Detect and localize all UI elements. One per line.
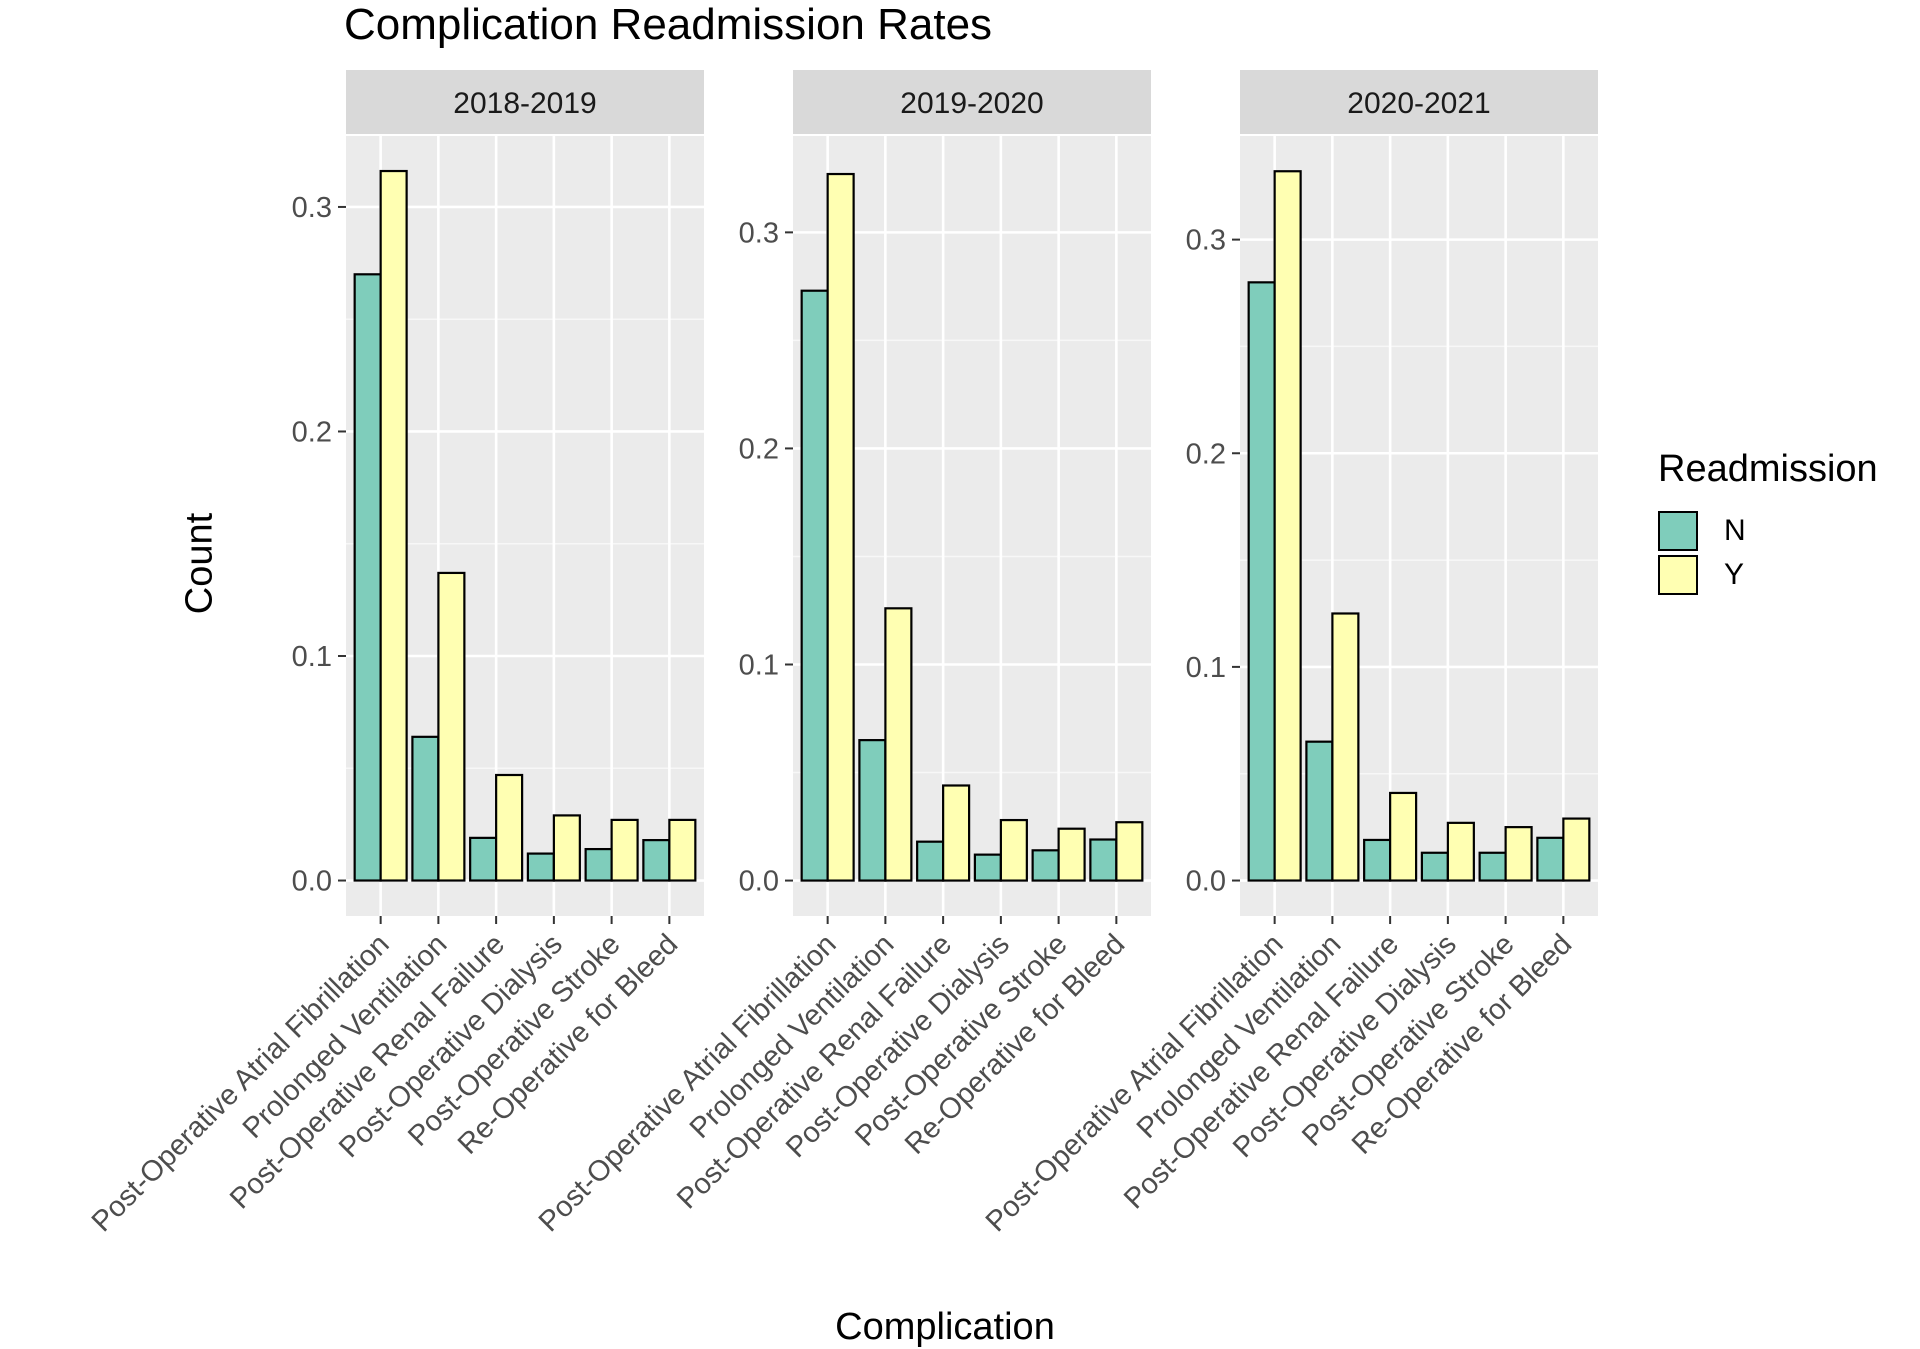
y-tick-label: 0.3 xyxy=(1186,225,1226,257)
bar-n xyxy=(1478,851,1507,882)
facet-strip-label: 2019-2020 xyxy=(900,87,1043,120)
facet-strip xyxy=(346,70,704,134)
y-tick-label: 0.0 xyxy=(1186,866,1226,898)
legend-label-n: N xyxy=(1724,514,1746,547)
bar-n xyxy=(1363,838,1392,882)
legend-key-y xyxy=(1658,555,1698,595)
bar-n xyxy=(1420,851,1449,882)
y-tick-label: 0.2 xyxy=(739,433,779,465)
bar-n xyxy=(1031,849,1060,882)
legend-key-n xyxy=(1658,511,1698,551)
bar-y xyxy=(668,818,697,882)
bar-y xyxy=(826,172,855,882)
bar-y xyxy=(610,818,639,882)
y-tick-label: 0.0 xyxy=(292,866,332,898)
bar-y xyxy=(552,814,581,882)
bar-n xyxy=(642,839,671,882)
bar-y xyxy=(1446,821,1475,882)
facet-strip xyxy=(793,70,1151,134)
chart-title: Complication Readmission Rates xyxy=(344,0,993,49)
y-axis-label: Count xyxy=(178,512,221,615)
bar-n xyxy=(1247,281,1276,882)
bar-y xyxy=(437,571,466,882)
bar-y xyxy=(884,607,913,882)
y-tick-label: 0.3 xyxy=(739,217,779,249)
bar-y xyxy=(1504,826,1533,882)
y-tick-label: 0.1 xyxy=(292,641,332,673)
bar-y xyxy=(495,773,524,882)
bar-n xyxy=(469,836,498,882)
bar-y xyxy=(1273,170,1302,882)
bar-n xyxy=(916,840,945,882)
facet-strip xyxy=(1240,70,1598,134)
bar-y xyxy=(1057,827,1086,882)
legend-item-n: N xyxy=(1658,509,1878,553)
legend: Readmission N Y xyxy=(1658,448,1878,597)
facet-strip-label: 2018-2019 xyxy=(453,87,596,120)
x-axis-label: Complication xyxy=(835,1306,1055,1348)
bar-y xyxy=(1331,612,1360,882)
y-tick-label: 0.2 xyxy=(1186,438,1226,470)
bar-n xyxy=(411,735,440,882)
bar-n xyxy=(1089,838,1118,882)
bar-n xyxy=(353,273,382,882)
bar-n xyxy=(1536,836,1565,882)
legend-item-y: Y xyxy=(1658,553,1878,597)
x-axis-label-wrap: Complication xyxy=(0,1306,1920,1349)
bar-y xyxy=(942,784,971,882)
bar-y xyxy=(1389,791,1418,882)
facet-strip-label: 2020-2021 xyxy=(1347,87,1490,120)
bar-n xyxy=(526,852,555,882)
bar-y xyxy=(1562,817,1591,882)
bar-n xyxy=(858,739,887,882)
legend-title: Readmission xyxy=(1658,448,1878,490)
y-tick-label: 0.0 xyxy=(739,866,779,898)
bar-n xyxy=(584,847,613,882)
bar-n xyxy=(1305,740,1334,882)
bar-n xyxy=(800,289,829,882)
y-tick-label: 0.1 xyxy=(1186,652,1226,684)
bar-n xyxy=(973,853,1002,882)
bar-y xyxy=(1115,821,1144,882)
y-tick-label: 0.2 xyxy=(292,416,332,448)
legend-label-y: Y xyxy=(1724,558,1745,591)
y-tick-label: 0.1 xyxy=(739,649,779,681)
y-tick-label: 0.3 xyxy=(292,192,332,224)
bar-y xyxy=(999,818,1028,882)
bar-y xyxy=(379,169,408,882)
